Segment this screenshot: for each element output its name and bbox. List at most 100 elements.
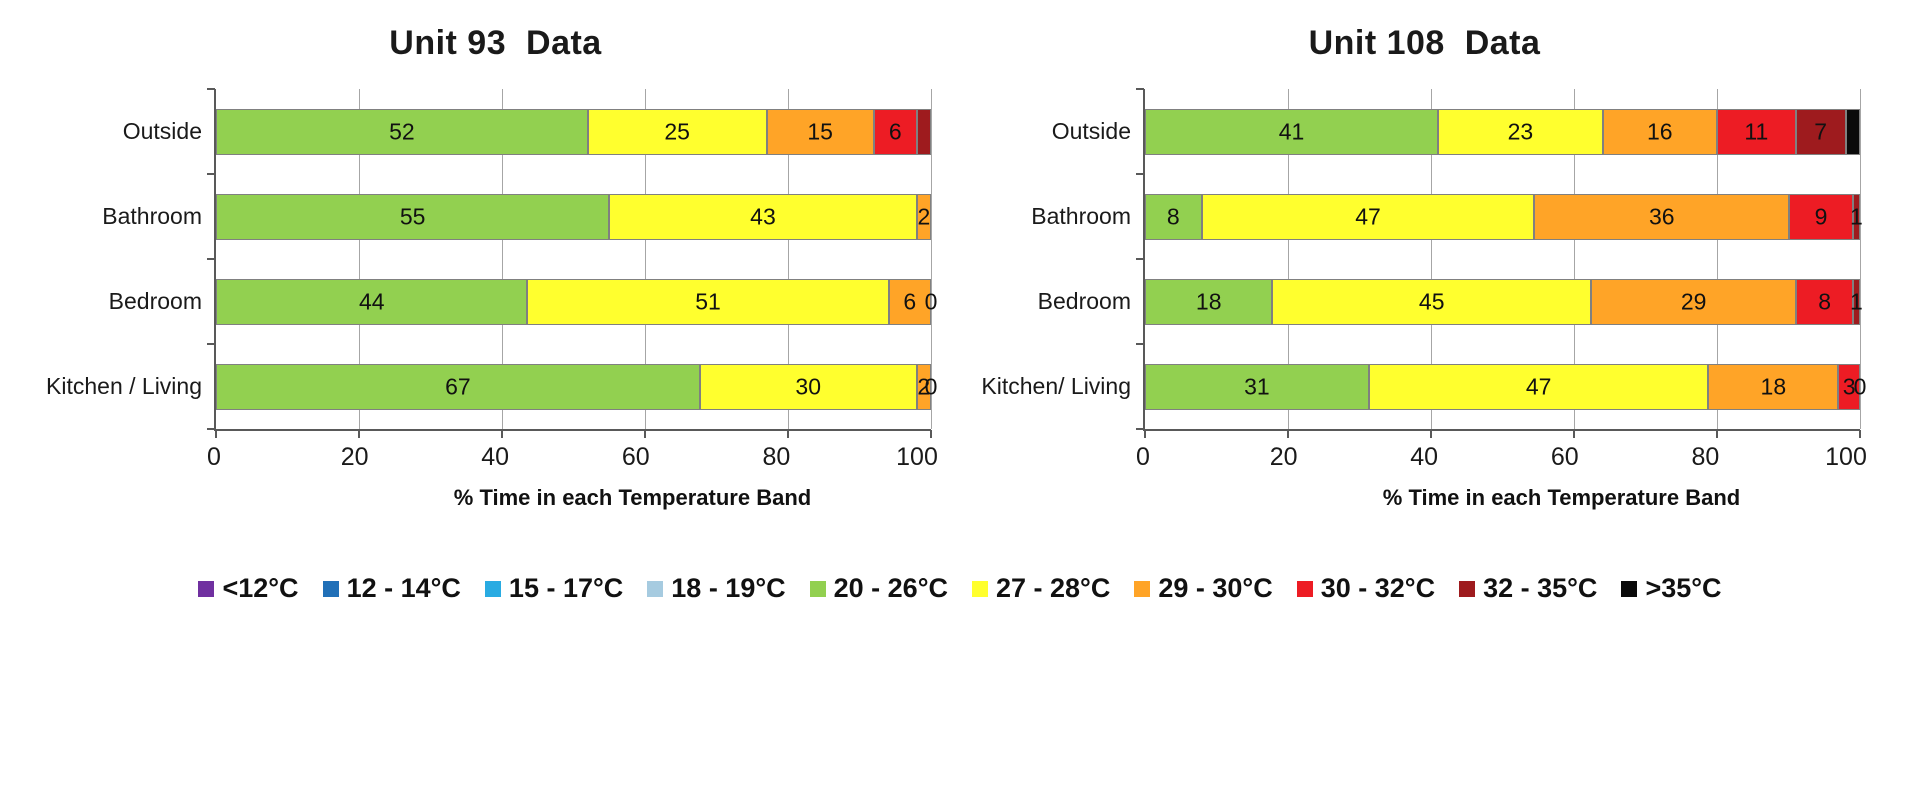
legend-label: 18 - 19°C xyxy=(671,573,786,603)
bar-segment xyxy=(1272,278,1591,325)
x-tick-label: 0 xyxy=(1136,443,1150,471)
gridline xyxy=(1860,89,1861,429)
chart-title: Unit 93 Data xyxy=(389,24,602,62)
bar-segment xyxy=(216,278,528,325)
legend-swatch xyxy=(809,580,826,597)
bar-segment xyxy=(527,278,889,325)
segment-value: 11 xyxy=(1744,118,1769,144)
bar-row: 41 23 16 11 7 xyxy=(1145,89,1860,174)
chart-unit-93: Unit 93 Data Outside Bathroom Bedroom Kitch… xyxy=(46,10,945,511)
bar-segment xyxy=(916,108,931,155)
legend-item: 27 - 28°C xyxy=(972,573,1110,604)
gridline xyxy=(502,89,503,429)
y-axis-labels: Outside Bathroom Bedroom Kitchen / Living xyxy=(46,89,214,429)
x-tick-label: 80 xyxy=(762,443,791,471)
stacked-bar: 55 43 2 xyxy=(216,193,931,240)
bar-segment xyxy=(1795,108,1846,155)
legend-swatch xyxy=(1134,580,1151,597)
legend-item: 29 - 30°C xyxy=(1134,573,1273,604)
bar-segment xyxy=(1717,108,1796,155)
legend-swatch xyxy=(1621,580,1638,597)
x-axis-ticks: 0 20 40 60 80 100 xyxy=(1136,443,1867,477)
segment-value: 0 xyxy=(924,288,938,314)
legend: <12°C 12 - 14°C 15 - 17°C 18 - 19°C 20 - 26°… xyxy=(46,573,1874,604)
segment-value: 2 xyxy=(917,373,931,399)
bar-segment xyxy=(888,278,931,325)
x-tick-label: 100 xyxy=(896,443,938,471)
plot-area: 41 23 16 11 7 8 47 36 9 1 18 45 29 8 1 31 47 18 3 0 xyxy=(1136,88,1866,438)
bar-segment xyxy=(1796,278,1853,325)
bar-segment xyxy=(1145,278,1273,325)
stacked-bar: 52 25 15 6 xyxy=(216,108,931,155)
legend-label: 27 - 28°C xyxy=(996,573,1111,603)
y-axis-tickmark xyxy=(1136,173,1144,175)
bar-segment xyxy=(916,193,931,240)
x-axis-tickmark xyxy=(930,430,932,438)
segment-value: 25 xyxy=(664,118,690,144)
bar-segment xyxy=(216,193,610,240)
legend-label: 15 - 17°C xyxy=(508,573,624,603)
legend-swatch xyxy=(972,580,988,597)
stacked-bar: 41 23 16 11 7 xyxy=(1145,108,1860,155)
y-axis-tickmark xyxy=(1136,88,1144,90)
segment-value: 18 xyxy=(1760,373,1787,399)
segment-value: 47 xyxy=(1525,373,1552,399)
chart-body: Outside Bathroom Bedroom Kitchen/ Living 41… xyxy=(975,88,1874,511)
x-axis-tickmark xyxy=(1859,430,1861,438)
segment-value: 47 xyxy=(1355,203,1381,229)
y-axis-tickmark xyxy=(1136,428,1144,430)
segment-value: 15 xyxy=(807,118,833,144)
y-axis-tickmark xyxy=(207,343,215,345)
bar-segment xyxy=(587,108,767,155)
x-tick-label: 60 xyxy=(1550,443,1579,471)
bar-row: 18 45 29 8 1 xyxy=(1145,259,1863,344)
y-axis-tickmark xyxy=(207,428,215,430)
segment-value: 36 xyxy=(1648,203,1675,229)
x-axis-ticks: 0 20 40 60 80 100 xyxy=(207,443,938,477)
segment-value: 0 xyxy=(1853,373,1867,399)
x-axis-tickmark xyxy=(644,430,646,438)
x-tick-label: 0 xyxy=(207,443,221,471)
stacked-bar: 44 51 6 0 xyxy=(216,278,937,325)
gridline xyxy=(359,89,360,429)
bar-segment xyxy=(216,363,700,410)
y-axis-tickmark xyxy=(1136,258,1144,260)
gridline xyxy=(1717,89,1718,429)
category-label: Kitchen / Living xyxy=(46,373,202,399)
bar-row: 52 25 15 6 xyxy=(216,89,931,174)
bar-segment xyxy=(609,193,917,240)
y-axis-tickmark xyxy=(207,173,215,175)
x-axis-title: % Time in each Temperature Band xyxy=(453,485,812,510)
bar-row: 31 47 18 3 0 xyxy=(1145,344,1866,429)
segment-value: 41 xyxy=(1278,118,1305,144)
segment-value: 45 xyxy=(1418,288,1445,314)
segment-value: 1 xyxy=(1850,203,1863,229)
bar-segment xyxy=(1838,363,1860,410)
gridline xyxy=(931,89,932,429)
bar-segment xyxy=(916,363,931,410)
segment-value: 1 xyxy=(1850,288,1863,314)
bar-row: 44 51 6 0 xyxy=(216,259,937,344)
segment-value: 52 xyxy=(389,118,415,144)
category-label: Bedroom xyxy=(1037,288,1131,314)
gridline xyxy=(645,89,646,429)
chart-title: Unit 108 Data xyxy=(1308,24,1541,62)
segment-value: 31 xyxy=(1244,373,1270,399)
segment-value: 7 xyxy=(1814,118,1828,144)
bar-segment xyxy=(1590,278,1797,325)
legend-swatch xyxy=(647,580,664,597)
x-axis-tickmark xyxy=(1287,430,1289,438)
y-axis-tickmark xyxy=(1136,343,1144,345)
chart-unit-108: Unit 108 Data Outside Bathroom Bedroom Kitc… xyxy=(975,10,1874,511)
bar-segment xyxy=(1534,193,1790,240)
legend-item: 12 - 14°C xyxy=(322,573,461,604)
x-tick-label: 60 xyxy=(621,443,650,471)
x-tick-label: 100 xyxy=(1825,443,1867,471)
bar-segment xyxy=(873,108,917,155)
segment-value: 9 xyxy=(1814,203,1828,229)
bar-segment xyxy=(699,363,917,410)
legend-swatch xyxy=(198,580,215,597)
segment-value: 67 xyxy=(445,373,471,399)
category-label: Outside xyxy=(1051,118,1131,144)
x-tick-label: 80 xyxy=(1691,443,1720,471)
